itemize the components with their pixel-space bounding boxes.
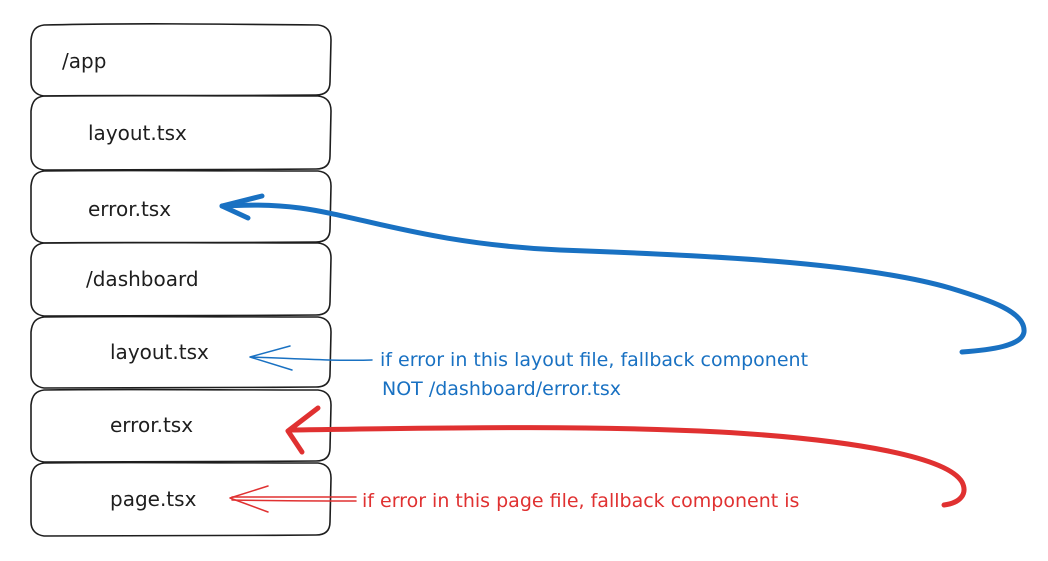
- box-error-app: [30, 169, 332, 244]
- red-annotation-line-1: if error in this page file, fallback com…: [362, 490, 799, 512]
- box-layout-app: [30, 94, 332, 171]
- box-label-error-dashboard: error.tsx: [110, 413, 193, 437]
- blue-annotation-line-2: NOT /dashboard/error.tsx: [382, 378, 621, 400]
- box-error-dashboard: [30, 388, 332, 463]
- box-label-layout-app: layout.tsx: [88, 121, 187, 145]
- box-page: [30, 461, 332, 537]
- red-pointer-line-2: [231, 499, 357, 502]
- box-label-page: page.tsx: [110, 487, 197, 511]
- red-arrow: [229, 405, 967, 513]
- blue-arrow: [219, 193, 1027, 371]
- box-layout-dashboard: [30, 315, 332, 389]
- red-curve-head: [285, 405, 321, 455]
- box-label-dashboard: /dashboard: [86, 267, 199, 291]
- file-tree: [30, 23, 332, 537]
- red-curve: [287, 425, 967, 508]
- blue-pointer-line: [251, 356, 373, 362]
- blue-curve: [219, 202, 1027, 355]
- box-label-layout-dashboard: layout.tsx: [110, 340, 209, 364]
- box-label-error-app: error.tsx: [88, 197, 171, 221]
- blue-annotation-line-1: if error in this layout file, fallback c…: [380, 349, 808, 371]
- blue-pointer-head: [249, 345, 293, 371]
- box-dashboard: [30, 241, 332, 317]
- box-app: [30, 23, 332, 97]
- red-pointer-head: [229, 485, 269, 513]
- blue-curve-head: [219, 193, 265, 221]
- box-label-app: /app: [62, 49, 106, 73]
